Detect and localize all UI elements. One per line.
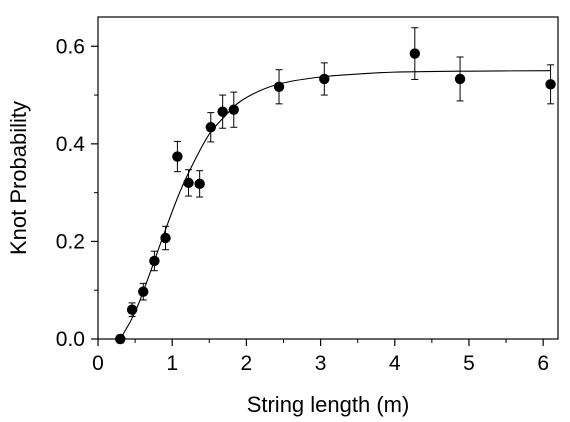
x-tick-label: 0	[92, 352, 104, 375]
plot-frame	[97, 16, 559, 340]
data-point	[149, 255, 160, 267]
data-point	[194, 178, 205, 190]
fit-curve-layer	[119, 70, 551, 340]
data-points-layer	[115, 27, 556, 345]
x-tick-label: 5	[463, 352, 475, 375]
x-tick-label: 1	[166, 352, 178, 375]
data-point	[138, 286, 149, 297]
y-axis-title: Knot Probability	[6, 101, 31, 255]
data-point	[454, 73, 466, 85]
data-point	[115, 333, 126, 345]
fit-curve	[119, 70, 551, 340]
x-tick-label: 2	[241, 352, 253, 375]
y-tick-label: 0.6	[56, 35, 85, 58]
data-point	[273, 81, 285, 92]
data-point	[205, 122, 216, 133]
x-axis-title: String length (m)	[247, 392, 410, 417]
data-point	[126, 304, 138, 315]
x-tick-label: 3	[315, 352, 327, 375]
y-tick-label: 0.0	[56, 328, 85, 351]
data-point	[228, 104, 239, 115]
data-point	[160, 232, 171, 244]
y-tick-label: 0.2	[56, 230, 85, 253]
axis-ticks: 0 1 2 3 4 5 6 0.0 0.2 0.4 0.6	[56, 35, 549, 375]
data-point	[172, 151, 183, 162]
x-tick-label: 4	[389, 352, 401, 375]
x-tick-label: 6	[537, 352, 549, 375]
data-point	[217, 106, 228, 117]
data-point	[409, 48, 421, 59]
y-tick-label: 0.4	[56, 133, 86, 156]
data-point	[545, 79, 556, 90]
data-point	[319, 73, 330, 85]
data-point	[183, 177, 194, 189]
